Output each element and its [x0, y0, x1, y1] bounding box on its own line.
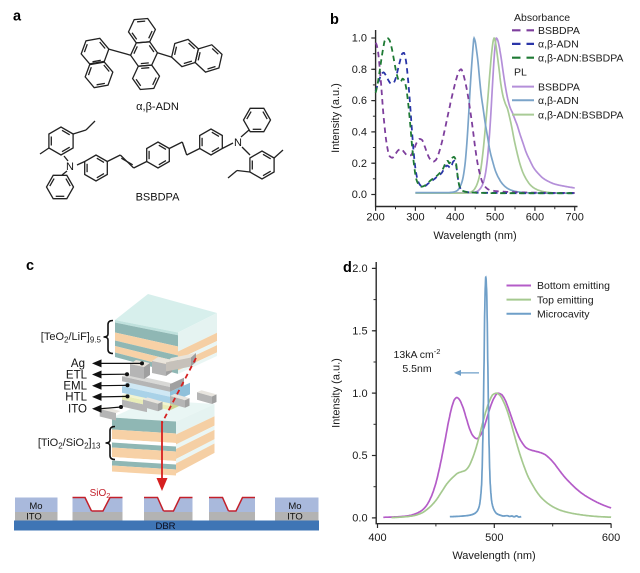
svg-text:Ag: Ag [71, 358, 85, 370]
svg-text:2.0: 2.0 [352, 263, 367, 275]
svg-text:1.0: 1.0 [352, 33, 367, 45]
svg-text:BSBDPA: BSBDPA [136, 192, 180, 204]
svg-text:Wavelength (nm): Wavelength (nm) [433, 230, 516, 242]
svg-text:EML: EML [63, 381, 87, 393]
svg-text:α,β-ADN: α,β-ADN [136, 101, 179, 113]
svg-text:300: 300 [406, 212, 424, 224]
svg-text:0.4: 0.4 [352, 127, 367, 139]
svg-text:Bottom emitting: Bottom emitting [537, 280, 610, 292]
svg-text:α,β-ADN: α,β-ADN [538, 39, 579, 51]
svg-text:0.2: 0.2 [352, 158, 367, 170]
svg-text:Intensity (a.u.): Intensity (a.u.) [330, 83, 342, 153]
svg-text:[TiO2/SiO2]13: [TiO2/SiO2]13 [38, 437, 101, 451]
svg-text:α,β-ADN: α,β-ADN [538, 95, 579, 107]
svg-text:0.0: 0.0 [352, 513, 367, 525]
svg-text:5.5nm: 5.5nm [402, 363, 431, 375]
svg-text:13kA cm-2: 13kA cm-2 [394, 347, 441, 361]
svg-text:HTL: HTL [65, 392, 87, 404]
svg-text:400: 400 [446, 212, 464, 224]
svg-text:600: 600 [526, 212, 544, 224]
svg-text:ITO: ITO [68, 404, 87, 416]
svg-text:1.0: 1.0 [352, 388, 367, 400]
svg-text:0.5: 0.5 [352, 450, 367, 462]
svg-text:SiO2: SiO2 [90, 488, 111, 500]
svg-text:BSBDPA: BSBDPA [538, 81, 580, 93]
svg-text:Wavelength (nm): Wavelength (nm) [452, 550, 535, 562]
svg-text:ITO: ITO [287, 512, 303, 523]
svg-text:1.5: 1.5 [352, 325, 367, 337]
svg-text:Intensity (a.u.): Intensity (a.u.) [331, 358, 343, 428]
svg-text:0.0: 0.0 [352, 189, 367, 201]
svg-text:200: 200 [366, 212, 384, 224]
svg-text:DBR: DBR [155, 521, 175, 532]
svg-text:α,β-ADN:BSBDPA: α,β-ADN:BSBDPA [538, 52, 623, 64]
svg-text:Absorbance: Absorbance [514, 12, 570, 24]
svg-text:ETL: ETL [66, 369, 88, 381]
svg-text:700: 700 [566, 212, 584, 224]
svg-text:[TeO2/LiF]9.5: [TeO2/LiF]9.5 [41, 331, 102, 345]
svg-text:Microcavity: Microcavity [537, 308, 590, 320]
svg-text:0.6: 0.6 [352, 95, 367, 107]
svg-text:500: 500 [485, 532, 503, 544]
svg-text:α,β-ADN:BSBDPA: α,β-ADN:BSBDPA [538, 109, 623, 121]
svg-text:d: d [343, 260, 352, 276]
svg-text:0.8: 0.8 [352, 64, 367, 76]
svg-text:ITO: ITO [26, 512, 42, 523]
svg-text:b: b [330, 12, 339, 28]
svg-text:N: N [66, 161, 74, 173]
svg-text:Mo: Mo [288, 501, 301, 512]
svg-text:400: 400 [368, 532, 386, 544]
svg-text:Mo: Mo [29, 501, 42, 512]
svg-text:BSBDPA: BSBDPA [538, 25, 580, 37]
svg-text:600: 600 [602, 532, 620, 544]
svg-text:N: N [234, 137, 242, 149]
svg-text:c: c [26, 258, 34, 274]
svg-text:PL: PL [514, 67, 527, 79]
svg-text:a: a [13, 9, 22, 25]
svg-text:500: 500 [486, 212, 504, 224]
svg-text:Top emitting: Top emitting [537, 294, 594, 306]
